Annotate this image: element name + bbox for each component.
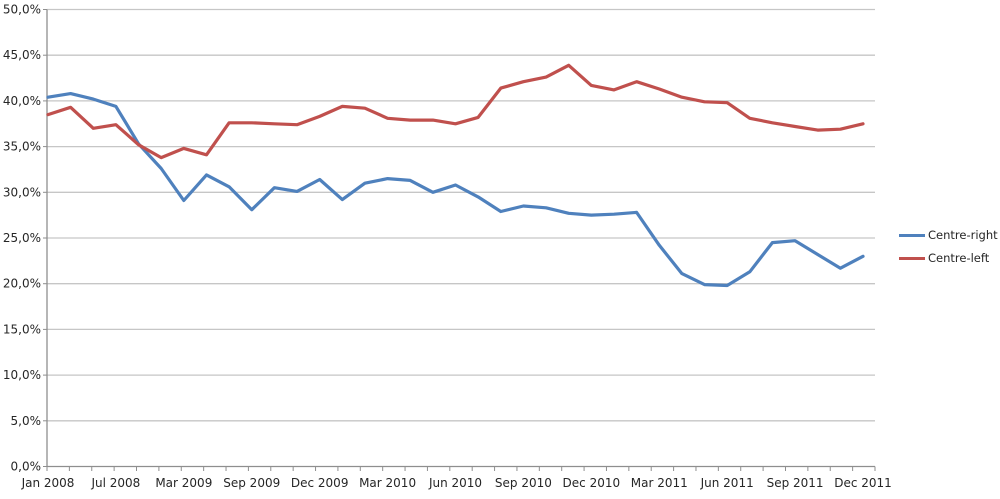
y-axis-label: 35,0% (3, 140, 41, 154)
y-axis-label: 15,0% (3, 322, 41, 336)
series-line-centre-left (46, 63, 865, 160)
y-axis-label: 5,0% (11, 414, 42, 428)
x-axis-label: Jan 2008 (21, 476, 75, 490)
x-axis-label: Sep 2009 (223, 476, 280, 490)
x-axis-label: Jun 2010 (428, 476, 482, 490)
legend-item-centre-left: Centre-left (899, 251, 998, 265)
legend-item-centre-right: Centre-right (899, 228, 998, 242)
legend: Centre-right Centre-left (899, 228, 998, 265)
y-axis-label: 45,0% (3, 48, 41, 62)
legend-label-centre-right: Centre-right (928, 228, 998, 242)
x-axis-label: Jun 2011 (700, 476, 754, 490)
x-axis-label: Mar 2009 (155, 476, 212, 490)
x-axis-label: Mar 2011 (631, 476, 688, 490)
x-axis-label: Dec 2010 (563, 476, 621, 490)
x-axis-label: Jul 2008 (90, 476, 140, 490)
legend-line-swatch-centre-left (899, 256, 925, 260)
y-axis-label: 20,0% (3, 277, 41, 291)
x-axis-label: Sep 2010 (495, 476, 552, 490)
x-axis-label: Mar 2010 (359, 476, 416, 490)
y-axis-label: 25,0% (3, 231, 41, 245)
x-axis-label: Dec 2009 (291, 476, 349, 490)
legend-label-centre-left: Centre-left (928, 251, 990, 265)
y-axis-label: 40,0% (3, 94, 41, 108)
series-line-centre-right (46, 91, 865, 288)
x-axis-label: Sep 2011 (767, 476, 824, 490)
y-axis-label: 50,0% (3, 3, 41, 17)
y-axis-label: 10,0% (3, 368, 41, 382)
y-axis-label: 30,0% (3, 185, 41, 199)
x-axis-label: Dec 2011 (834, 476, 892, 490)
legend-line-swatch-centre-right (899, 233, 925, 237)
y-axis-label: 0,0% (11, 460, 42, 474)
